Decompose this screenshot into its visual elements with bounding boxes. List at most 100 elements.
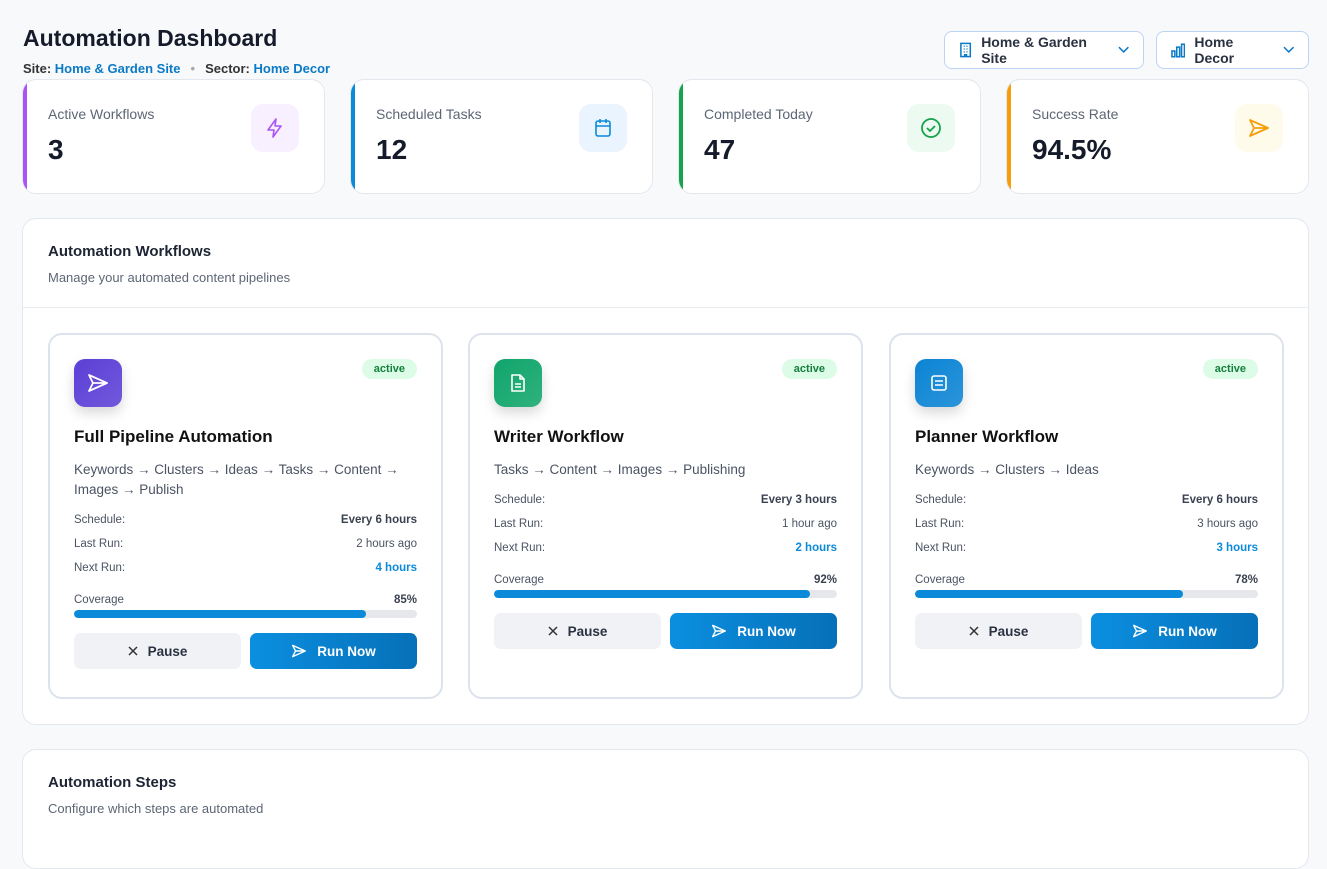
calendar-icon [579, 104, 627, 152]
coverage-fill [74, 610, 366, 618]
schedule-row: Schedule: Every 3 hours [494, 494, 837, 518]
coverage-label: Coverage [915, 574, 965, 586]
pause-button[interactable]: Pause [494, 613, 661, 649]
pause-button[interactable]: Pause [915, 613, 1082, 649]
last-run-value: 3 hours ago [1197, 518, 1258, 530]
run-now-label: Run Now [737, 623, 796, 639]
next-run-label: Next Run: [915, 542, 967, 554]
next-run-value: 3 hours [1216, 542, 1258, 554]
bar-chart-icon [1171, 42, 1186, 58]
stat-label: Active Workflows [48, 106, 155, 122]
separator: • [190, 61, 196, 76]
workflow-card: active Writer Workflow Tasks → Content →… [468, 333, 863, 699]
coverage-progress-bar [74, 610, 417, 618]
workflow-description: Tasks → Content → Images → Publishing [494, 462, 746, 477]
check-circle-icon [907, 104, 955, 152]
schedule-value: Every 3 hours [760, 494, 837, 506]
workflow-description: Keywords → Clusters → Ideas → Tasks → Co… [74, 462, 399, 497]
run-now-label: Run Now [317, 643, 376, 659]
last-run-value: 1 hour ago [782, 518, 837, 530]
stat-label: Scheduled Tasks [376, 106, 482, 122]
accent-bar [1007, 80, 1011, 193]
site-value: Home & Garden Site [54, 61, 181, 76]
panel-title: Automation Steps [48, 774, 177, 791]
coverage-row: Coverage 78% [915, 574, 1258, 586]
sector-label: Sector: [205, 61, 250, 76]
status-badge: active [1202, 359, 1258, 379]
close-icon [548, 626, 558, 636]
lightning-icon [251, 104, 299, 152]
last-run-row: Last Run: 2 hours ago [74, 538, 417, 562]
building-icon [960, 42, 972, 58]
stat-label: Completed Today [704, 106, 813, 122]
last-run-label: Last Run: [915, 518, 965, 530]
stat-value: 47 [704, 134, 736, 165]
coverage-label: Coverage [74, 594, 124, 606]
send-icon [292, 644, 307, 658]
workflow-details: Schedule: Every 6 hours Last Run: 3 hours … [915, 494, 1258, 649]
workflow-name: Writer Workflow [494, 427, 624, 446]
send-icon [712, 624, 727, 638]
stat-label: Success Rate [1032, 106, 1119, 122]
next-run-row: Next Run: 4 hours [74, 562, 417, 586]
next-run-row: Next Run: 3 hours [915, 542, 1258, 566]
next-run-value: 2 hours [795, 542, 837, 554]
last-run-row: Last Run: 3 hours ago [915, 518, 1258, 542]
run-now-label: Run Now [1158, 623, 1217, 639]
next-run-label: Next Run: [74, 562, 126, 574]
stat-card-completed-today: Completed Today 47 [678, 79, 981, 194]
close-icon [128, 646, 138, 656]
schedule-value: Every 6 hours [340, 514, 417, 526]
run-now-button[interactable]: Run Now [670, 613, 837, 649]
site-label: Site: [23, 61, 52, 76]
stat-card-success-rate: Success Rate 94.5% [1006, 79, 1309, 194]
divider [23, 307, 1308, 308]
workflow-details: Schedule: Every 6 hours Last Run: 2 hours … [74, 514, 417, 669]
coverage-value: 92% [813, 574, 837, 586]
stat-value: 3 [48, 134, 64, 165]
close-icon [969, 626, 979, 636]
schedule-value: Every 6 hours [1181, 494, 1258, 506]
sector-selector[interactable]: Home Decor [1156, 31, 1309, 69]
stat-value: 94.5% [1032, 134, 1112, 165]
chevron-down-icon [1118, 46, 1129, 53]
workflow-details: Schedule: Every 3 hours Last Run: 1 hour a… [494, 494, 837, 649]
schedule-row: Schedule: Every 6 hours [915, 494, 1258, 518]
workflow-description: Keywords → Clusters → Ideas [915, 462, 1099, 477]
pause-label: Pause [567, 623, 608, 639]
schedule-label: Schedule: [74, 514, 126, 526]
coverage-progress-bar [494, 590, 837, 598]
automation-steps-panel: Automation Steps Configure which steps a… [22, 749, 1309, 869]
coverage-value: 78% [1234, 574, 1258, 586]
run-now-button[interactable]: Run Now [250, 633, 417, 669]
site-sector-info: Site: Home & Garden Site • Sector: Home De… [23, 61, 330, 76]
workflow-card: active Planner Workflow Keywords → Clust… [889, 333, 1284, 699]
status-badge: active [781, 359, 837, 379]
schedule-row: Schedule: Every 6 hours [74, 514, 417, 538]
panel-subtitle: Configure which steps are automated [48, 801, 264, 816]
last-run-value: 2 hours ago [356, 538, 417, 550]
sector-value: Home Decor [253, 61, 331, 76]
list-icon [915, 359, 963, 407]
coverage-label: Coverage [494, 574, 544, 586]
next-run-row: Next Run: 2 hours [494, 542, 837, 566]
last-run-label: Last Run: [494, 518, 544, 530]
run-now-button[interactable]: Run Now [1091, 613, 1258, 649]
pause-button[interactable]: Pause [74, 633, 241, 669]
next-run-label: Next Run: [494, 542, 546, 554]
coverage-progress-bar [915, 590, 1258, 598]
automation-workflows-panel: Automation Workflows Manage your automat… [22, 218, 1309, 725]
coverage-row: Coverage 92% [494, 574, 837, 586]
stat-card-scheduled-tasks: Scheduled Tasks 12 [350, 79, 653, 194]
accent-bar [23, 80, 27, 193]
status-badge: active [361, 359, 417, 379]
workflow-name: Full Pipeline Automation [74, 427, 273, 446]
sector-selector-label: Home Decor [1194, 34, 1235, 66]
next-run-value: 4 hours [375, 562, 417, 574]
send-icon [1133, 624, 1148, 638]
panel-subtitle: Manage your automated content pipelines [48, 270, 291, 285]
site-selector[interactable]: Home & Garden Site [944, 31, 1144, 69]
schedule-label: Schedule: [494, 494, 546, 506]
coverage-value: 85% [393, 594, 417, 606]
pause-label: Pause [988, 623, 1029, 639]
